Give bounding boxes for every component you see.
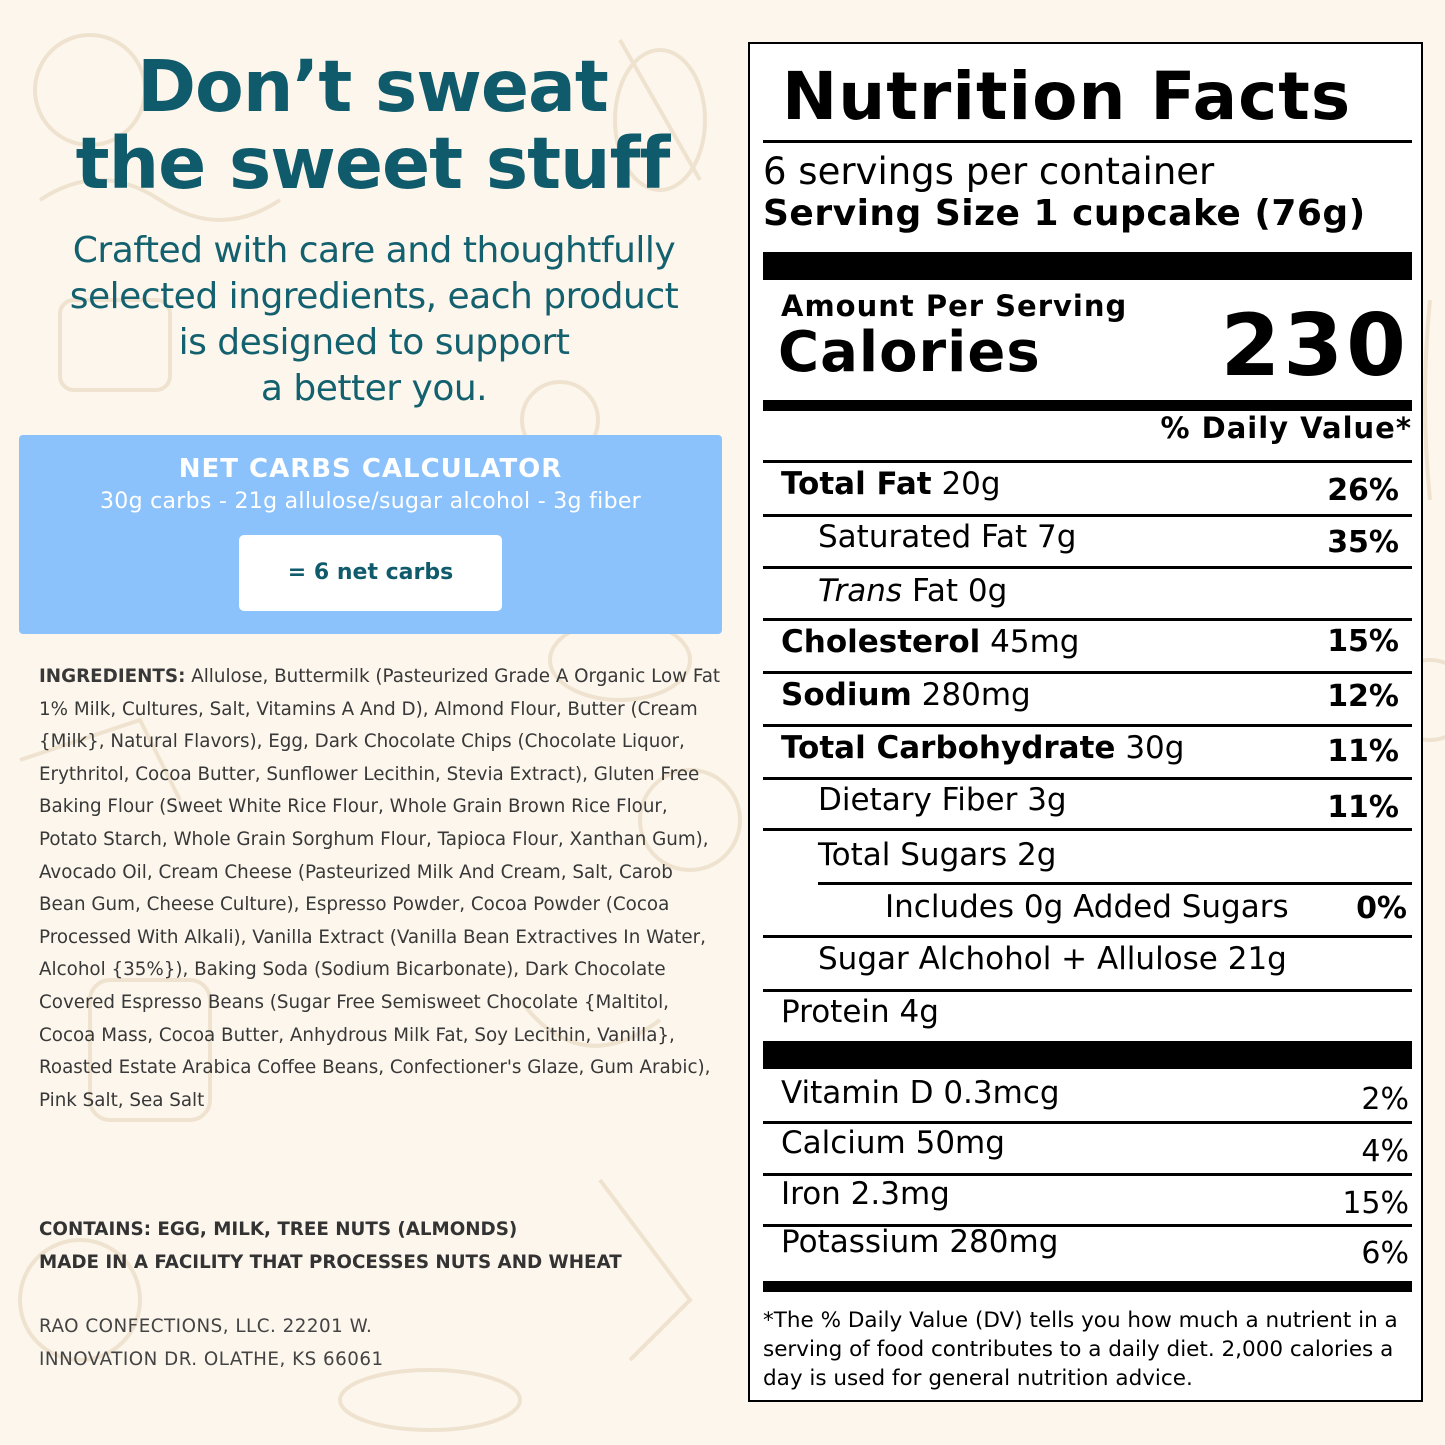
company-address: RAO CONFECTIONS, LLC. 22201 W. INNOVATIO… [39, 1311, 539, 1376]
net-carbs-result-button[interactable]: = 6 net carbs [239, 535, 502, 611]
nutrition-facts-title: Nutrition Facts [782, 58, 1352, 135]
medium-divider [763, 400, 1412, 411]
headline-line-2: the sweet stuff [75, 122, 671, 205]
divider [763, 1121, 1412, 1124]
contains-line: CONTAINS: EGG, MILK, TREE NUTS (ALMONDS) [39, 1219, 518, 1240]
cholesterol-dv: 15% [1327, 624, 1399, 659]
daily-value-header: % Daily Value* [1160, 411, 1412, 445]
servings-per-container: 6 servings per container [763, 150, 1215, 193]
trans-label: Trans [818, 573, 903, 609]
trans-amount: Fat 0g [911, 573, 1008, 609]
nutrient-name: Cholesterol [781, 624, 981, 660]
trans-fat-row: Trans Fat 0g [818, 573, 1007, 609]
vitamin-d-dv: 2% [1361, 1082, 1409, 1117]
address-line-1: RAO CONFECTIONS, LLC. 22201 W. [39, 1316, 373, 1337]
iron-dv: 15% [1342, 1186, 1409, 1221]
thick-divider [763, 252, 1412, 280]
nutrient-name: Total Fat [781, 466, 932, 502]
dietary-fiber-dv: 11% [1327, 790, 1399, 825]
calculator-formula: 30g carbs - 21g allulose/sugar alcohol -… [99, 489, 642, 514]
ingredients-text: Allulose, Buttermilk (Pasteurized Grade … [39, 666, 721, 1111]
divider [763, 566, 1412, 569]
divider [763, 1224, 1412, 1227]
divider [763, 1173, 1412, 1176]
serving-size: Serving Size 1 cupcake (76g) [763, 193, 1366, 234]
divider [763, 828, 1412, 831]
facility-line: MADE IN A FACILITY THAT PROCESSES NUTS A… [39, 1251, 622, 1273]
potassium-row: Potassium 280mg [781, 1224, 1059, 1260]
divider [763, 514, 1412, 517]
calories-label: Calories [778, 320, 1041, 385]
headline: Don’t sweat the sweet stuff [0, 48, 745, 202]
saturated-fat-row: Saturated Fat 7g [818, 519, 1077, 555]
iron-row: Iron 2.3mg [781, 1176, 950, 1212]
nutrient-name: Total Carbohydrate [781, 730, 1116, 766]
divider [763, 935, 1412, 938]
ingredients-label: INGREDIENTS: [39, 666, 186, 687]
divider [763, 140, 1412, 143]
address-line-2: INNOVATION DR. OLATHE, KS 66061 [39, 1348, 384, 1370]
calcium-row: Calcium 50mg [781, 1125, 1005, 1161]
total-fat-dv: 26% [1327, 473, 1399, 508]
subheadline-line-2: selected ingredients, each product [69, 276, 679, 317]
headline-line-1: Don’t sweat [137, 45, 609, 128]
amount-per-serving: Amount Per Serving [781, 289, 1128, 323]
nutrient-amount: 280mg [921, 677, 1031, 713]
subheadline-line-1: Crafted with care and thoughtfully [72, 230, 676, 271]
nutrient-amount: 45mg [990, 624, 1080, 660]
vitamin-d-row: Vitamin D 0.3mcg [781, 1075, 1060, 1111]
net-carbs-calculator-panel: NET CARBS CALCULATOR 30g carbs - 21g all… [19, 435, 722, 634]
medium-divider [763, 1281, 1412, 1292]
thick-divider [763, 1041, 1412, 1069]
divider [763, 460, 1412, 463]
nutrient-amount: 30g [1125, 730, 1185, 766]
added-sugars-dv: 0% [1356, 891, 1407, 926]
nutrition-facts-label: Nutrition Facts 6 servings per container… [748, 42, 1423, 1402]
total-fat-row: Total Fat 20g [781, 466, 1001, 502]
subheadline: Crafted with care and thoughtfully selec… [0, 228, 748, 412]
sodium-dv: 12% [1327, 679, 1399, 714]
subheadline-line-3: is designed to support [178, 322, 570, 363]
sodium-row: Sodium 280mg [781, 677, 1031, 713]
cholesterol-row: Cholesterol 45mg [781, 624, 1079, 660]
saturated-fat-dv: 35% [1327, 525, 1399, 560]
subheadline-line-4: a better you. [260, 368, 488, 409]
nutrient-name: Sodium [781, 677, 912, 713]
total-carbohydrate-dv: 11% [1327, 734, 1399, 769]
allergen-statement: CONTAINS: EGG, MILK, TREE NUTS (ALMONDS)… [39, 1214, 739, 1279]
calculator-title: NET CARBS CALCULATOR [178, 454, 563, 484]
divider [763, 618, 1412, 621]
calcium-dv: 4% [1361, 1134, 1409, 1169]
daily-value-footnote: *The % Daily Value (DV) tells you how mu… [763, 1308, 1398, 1391]
divider [818, 882, 1412, 885]
ingredients-list: INGREDIENTS: Allulose, Buttermilk (Paste… [39, 661, 723, 1117]
nutrient-amount: 20g [941, 466, 1001, 502]
protein-row: Protein 4g [781, 994, 939, 1030]
total-sugars-row: Total Sugars 2g [818, 837, 1057, 873]
divider [763, 989, 1412, 992]
sugar-alcohol-row: Sugar Alchohol + Allulose 21g [818, 941, 1287, 977]
calories-value: 230 [1220, 296, 1409, 396]
divider [763, 724, 1412, 727]
dietary-fiber-row: Dietary Fiber 3g [818, 782, 1067, 818]
divider [763, 777, 1412, 780]
divider [763, 671, 1412, 674]
total-carbohydrate-row: Total Carbohydrate 30g [781, 730, 1184, 766]
added-sugars-row: Includes 0g Added Sugars [885, 889, 1289, 925]
potassium-dv: 6% [1361, 1236, 1409, 1271]
